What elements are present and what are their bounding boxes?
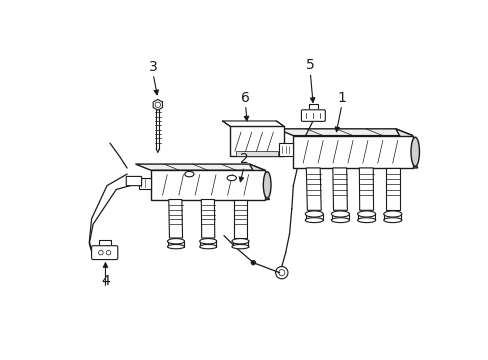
- Ellipse shape: [357, 218, 375, 222]
- Polygon shape: [276, 129, 412, 136]
- Polygon shape: [138, 178, 151, 189]
- Text: 6: 6: [241, 91, 249, 105]
- Polygon shape: [293, 136, 412, 168]
- Ellipse shape: [231, 239, 248, 244]
- Ellipse shape: [357, 211, 375, 217]
- Text: 3: 3: [148, 60, 157, 74]
- Polygon shape: [135, 164, 264, 170]
- Circle shape: [250, 260, 255, 265]
- Bar: [236, 151, 277, 156]
- Ellipse shape: [305, 218, 323, 222]
- Text: 4: 4: [101, 274, 110, 288]
- Ellipse shape: [231, 244, 248, 249]
- Ellipse shape: [263, 172, 270, 198]
- Polygon shape: [153, 99, 162, 110]
- Polygon shape: [151, 170, 264, 199]
- Polygon shape: [395, 129, 417, 168]
- Ellipse shape: [305, 211, 323, 217]
- Ellipse shape: [331, 218, 349, 222]
- FancyBboxPatch shape: [230, 126, 284, 156]
- Ellipse shape: [199, 244, 216, 249]
- Polygon shape: [332, 168, 346, 210]
- FancyBboxPatch shape: [301, 110, 325, 121]
- Ellipse shape: [331, 211, 349, 217]
- Polygon shape: [359, 168, 373, 210]
- Polygon shape: [249, 164, 269, 199]
- Ellipse shape: [410, 137, 419, 166]
- Polygon shape: [385, 168, 399, 210]
- Polygon shape: [305, 168, 321, 210]
- Ellipse shape: [199, 239, 216, 244]
- Ellipse shape: [226, 175, 236, 181]
- Polygon shape: [233, 199, 246, 238]
- FancyBboxPatch shape: [91, 246, 118, 260]
- Ellipse shape: [184, 171, 194, 177]
- Ellipse shape: [167, 244, 184, 249]
- Text: 1: 1: [337, 91, 346, 105]
- Polygon shape: [201, 199, 214, 238]
- Ellipse shape: [167, 239, 184, 244]
- Ellipse shape: [383, 211, 401, 217]
- Polygon shape: [168, 199, 182, 238]
- Ellipse shape: [383, 218, 401, 222]
- Polygon shape: [279, 143, 293, 156]
- FancyBboxPatch shape: [126, 176, 142, 186]
- Text: 2: 2: [239, 152, 248, 166]
- Text: 5: 5: [305, 58, 314, 72]
